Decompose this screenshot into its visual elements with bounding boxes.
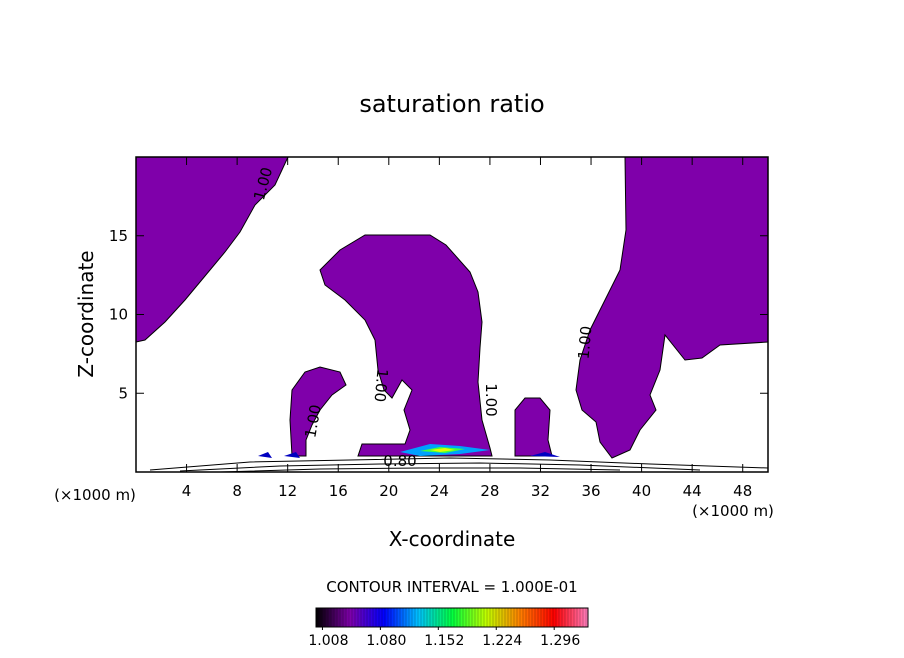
y-tick-label: 10	[109, 306, 128, 324]
x-tick-label: 32	[531, 482, 550, 500]
x-tick-label: 8	[232, 482, 242, 500]
contour-label: 1.00	[575, 325, 596, 360]
x-tick-label: 36	[581, 482, 600, 500]
surface-streaks	[149, 444, 769, 473]
colorbar-tick-label: 1.152	[424, 633, 464, 649]
colorbar-tick-label: 1.080	[366, 633, 406, 649]
contour-region	[514, 397, 553, 457]
x-tick-label: 48	[733, 482, 752, 500]
contour-label: 1.00	[371, 368, 392, 403]
contour-label: 1.00	[301, 403, 325, 439]
colorbar	[315, 607, 589, 628]
contour-interval: CONTOUR INTERVAL = 1.000E-01	[326, 578, 577, 596]
contour-region	[135, 156, 289, 343]
x-unit-label: (×1000 m)	[692, 502, 774, 520]
y-tick-label: 5	[118, 384, 128, 402]
x-axis-label: X-coordinate	[389, 527, 516, 551]
contour-region	[289, 366, 347, 457]
x-tick-label: 16	[329, 482, 348, 500]
y-axis-label: Z-coordinate	[74, 250, 98, 377]
x-tick-label: 12	[278, 482, 297, 500]
x-tick-label: 24	[430, 482, 449, 500]
contour-regions	[135, 156, 769, 459]
contour-region	[575, 156, 769, 459]
y-unit-label: (×1000 m)	[54, 486, 136, 504]
contour-label: 0.80	[383, 452, 416, 470]
colorbar-tick-label: 1.296	[540, 633, 580, 649]
contour-region	[319, 234, 493, 457]
contour-label: 1.00	[482, 383, 500, 416]
colorbar-tick-label: 1.008	[308, 633, 348, 649]
x-tick-label: 4	[182, 482, 192, 500]
colorbar-tick-label: 1.224	[482, 633, 522, 649]
x-tick-label: 44	[683, 482, 702, 500]
y-tick-label: 15	[109, 227, 128, 245]
x-tick-label: 28	[480, 482, 499, 500]
chart-title: saturation ratio	[359, 90, 544, 118]
x-tick-label: 40	[632, 482, 651, 500]
x-tick-label: 20	[379, 482, 398, 500]
